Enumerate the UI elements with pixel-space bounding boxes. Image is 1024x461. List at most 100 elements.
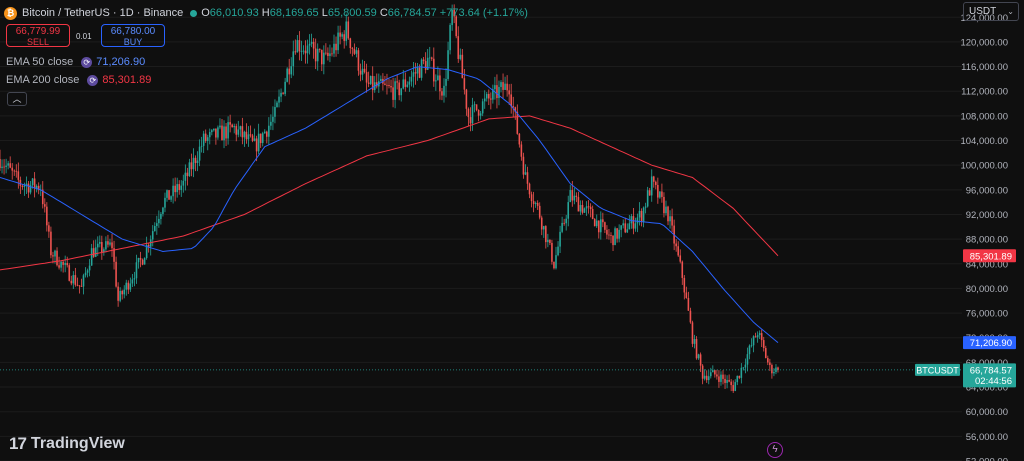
candle-body — [728, 380, 730, 382]
candle-body — [435, 80, 437, 82]
ema50-label: EMA 50 close — [6, 56, 74, 68]
candle-body — [530, 194, 533, 202]
candle-body — [147, 244, 150, 247]
candle-body — [117, 286, 119, 301]
candle-body — [9, 163, 11, 168]
buy-button[interactable]: 66,780.00 BUY — [101, 24, 165, 47]
candle-body — [166, 190, 168, 198]
candle-body — [231, 124, 233, 128]
price-tick-label: 92,000.00 — [966, 210, 1008, 221]
candle-body — [508, 90, 510, 95]
candle-body — [481, 101, 484, 114]
candle-body — [286, 68, 288, 82]
candle-body — [701, 365, 704, 379]
candle-body — [418, 67, 421, 78]
sell-price: 66,779.99 — [15, 26, 61, 37]
candle-body — [616, 228, 618, 239]
market-open-icon — [190, 9, 198, 17]
collapse-legend-button[interactable]: ︿ — [7, 92, 27, 106]
candle-body — [455, 16, 458, 37]
candle-body — [196, 160, 199, 164]
candle-body — [243, 131, 246, 138]
candle-body — [3, 166, 5, 168]
symbol-badge-bg — [915, 363, 960, 376]
ema200-price-badge: 85,301.89 — [970, 251, 1012, 262]
candle-body — [164, 197, 166, 208]
candle-body — [716, 374, 718, 377]
candle-body — [406, 84, 409, 87]
candle-body — [25, 183, 28, 186]
candle-body — [457, 36, 460, 59]
candle-body — [628, 223, 631, 230]
ema200-line — [0, 115, 779, 271]
candle-body — [777, 367, 779, 370]
candle-body — [549, 239, 551, 243]
last-price-badge-bg — [963, 363, 1016, 388]
candle-body — [184, 172, 187, 181]
candle-body — [33, 178, 36, 189]
candle-body — [561, 222, 563, 232]
candle-body — [192, 157, 195, 170]
candle-body — [573, 195, 576, 201]
candle-body — [288, 68, 291, 75]
candle-body — [730, 381, 732, 386]
candle-body — [683, 277, 686, 293]
currency-select[interactable]: USDT ⌄ — [963, 2, 1019, 21]
candle-body — [251, 135, 254, 141]
price-tick-label: 76,000.00 — [966, 309, 1008, 320]
candle-body — [648, 190, 651, 196]
candle-body — [769, 362, 771, 366]
candle-body — [555, 255, 557, 269]
ema50-price-badge-bg — [963, 336, 1016, 350]
candle-body — [119, 290, 121, 301]
candle-body — [764, 348, 767, 359]
candle-body — [270, 121, 272, 126]
candle-body — [323, 52, 325, 65]
tradingview-logo: 17 TradingView — [9, 434, 125, 454]
candle-body — [333, 43, 335, 54]
candle-body — [215, 128, 217, 138]
candle-body — [247, 134, 250, 140]
candle-body — [367, 82, 370, 84]
price-tick-label: 56,000.00 — [966, 432, 1008, 443]
candle-body — [652, 176, 655, 182]
candle-body — [396, 81, 398, 83]
candle-body — [200, 145, 203, 147]
candle-body — [143, 258, 146, 265]
candle-body — [160, 213, 162, 219]
sell-button[interactable]: 66,779.99 SELL — [6, 24, 70, 47]
candle-body — [268, 125, 270, 137]
candle-body — [775, 367, 777, 373]
candle-body — [490, 98, 492, 100]
candle-body — [245, 131, 248, 140]
candle-body — [386, 84, 388, 86]
lightning-icon[interactable]: ϟ — [767, 442, 783, 458]
candle-body — [182, 180, 185, 186]
candle-body — [392, 87, 394, 100]
candle-body — [606, 229, 608, 235]
candle-body — [388, 85, 390, 86]
candle-body — [520, 144, 523, 157]
symbol-title[interactable]: Bitcoin / TetherUS · 1D · Binance — [22, 7, 184, 19]
candle-body — [602, 219, 604, 223]
candle-body — [522, 156, 525, 175]
candle-body — [72, 275, 75, 284]
buy-price: 66,780.00 — [110, 26, 156, 37]
candle-body — [473, 104, 476, 106]
candle-body — [60, 261, 62, 268]
candle-body — [380, 78, 382, 82]
candle-body — [300, 50, 303, 52]
candle-body — [469, 117, 472, 124]
candle-body — [316, 48, 319, 62]
candle-body — [433, 58, 435, 82]
spread-value: 0.01 — [76, 32, 92, 41]
candle-body — [341, 34, 343, 37]
candle-body — [398, 82, 400, 96]
ema200-legend[interactable]: EMA 200 close ⟳ 85,301.89 — [6, 73, 151, 87]
candle-body — [618, 229, 620, 239]
candle-body — [255, 138, 258, 152]
ema50-legend[interactable]: EMA 50 close ⟳ 71,206.90 — [6, 55, 145, 69]
candle-body — [767, 358, 769, 363]
candle-body — [29, 185, 32, 193]
